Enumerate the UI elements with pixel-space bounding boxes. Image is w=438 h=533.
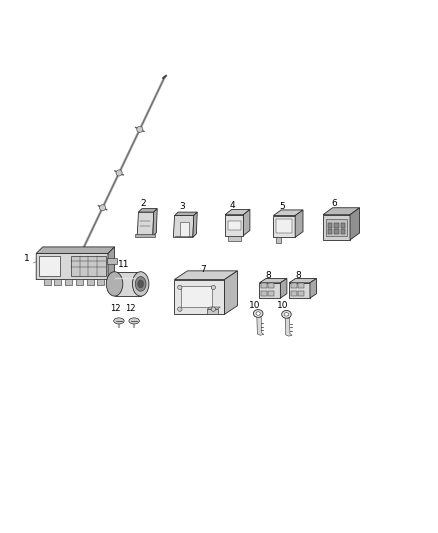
Bar xyxy=(341,223,345,228)
Polygon shape xyxy=(228,236,241,241)
Polygon shape xyxy=(115,272,141,296)
Bar xyxy=(76,279,83,285)
Text: 4: 4 xyxy=(229,201,235,210)
Bar xyxy=(54,279,61,285)
Bar xyxy=(97,279,104,285)
Polygon shape xyxy=(276,219,292,233)
Polygon shape xyxy=(325,219,347,236)
Ellipse shape xyxy=(284,313,289,316)
Polygon shape xyxy=(207,307,220,309)
Bar xyxy=(291,283,297,288)
Polygon shape xyxy=(323,215,350,240)
Circle shape xyxy=(137,126,143,133)
Ellipse shape xyxy=(129,318,139,324)
Text: 8: 8 xyxy=(266,271,272,280)
Ellipse shape xyxy=(253,310,263,318)
Polygon shape xyxy=(181,286,212,306)
Polygon shape xyxy=(273,215,295,237)
Polygon shape xyxy=(207,309,218,314)
Text: 3: 3 xyxy=(179,201,185,211)
Text: 1: 1 xyxy=(24,254,29,263)
Bar xyxy=(334,223,339,228)
Text: 2: 2 xyxy=(140,199,146,207)
Polygon shape xyxy=(107,258,117,264)
Polygon shape xyxy=(289,278,317,283)
Text: 12: 12 xyxy=(125,304,136,313)
Text: 6: 6 xyxy=(332,199,337,208)
Polygon shape xyxy=(257,318,264,335)
Bar xyxy=(328,229,332,235)
Ellipse shape xyxy=(138,280,144,288)
Ellipse shape xyxy=(114,318,124,324)
Bar xyxy=(261,291,267,296)
Polygon shape xyxy=(310,278,317,298)
Polygon shape xyxy=(259,278,287,283)
Polygon shape xyxy=(39,256,60,276)
Ellipse shape xyxy=(256,312,260,315)
Bar xyxy=(298,283,304,288)
Text: 7: 7 xyxy=(200,265,206,274)
Polygon shape xyxy=(289,283,310,298)
Polygon shape xyxy=(137,212,154,236)
Text: 10: 10 xyxy=(249,301,261,310)
Circle shape xyxy=(211,285,215,289)
Polygon shape xyxy=(193,212,197,237)
Polygon shape xyxy=(295,210,303,237)
Text: 10: 10 xyxy=(277,301,289,310)
Circle shape xyxy=(116,170,122,176)
Polygon shape xyxy=(36,247,115,254)
Ellipse shape xyxy=(132,272,149,296)
Polygon shape xyxy=(225,215,244,236)
Ellipse shape xyxy=(282,310,291,318)
Circle shape xyxy=(178,307,182,311)
Circle shape xyxy=(99,205,106,211)
Polygon shape xyxy=(175,212,197,215)
Text: 8: 8 xyxy=(295,271,301,280)
Polygon shape xyxy=(180,222,188,237)
Bar xyxy=(341,229,345,235)
Polygon shape xyxy=(228,221,241,230)
Polygon shape xyxy=(138,208,157,212)
Bar xyxy=(268,291,274,296)
Text: 12: 12 xyxy=(110,304,120,313)
Polygon shape xyxy=(285,318,292,336)
Polygon shape xyxy=(71,256,106,276)
Bar xyxy=(87,279,94,285)
Bar xyxy=(328,223,332,228)
Bar xyxy=(65,279,72,285)
Polygon shape xyxy=(276,237,281,243)
Bar xyxy=(298,291,304,296)
Bar xyxy=(291,291,297,296)
Polygon shape xyxy=(244,209,250,236)
Polygon shape xyxy=(36,254,110,279)
Polygon shape xyxy=(273,210,303,215)
Polygon shape xyxy=(135,234,155,237)
Circle shape xyxy=(211,307,215,311)
Bar xyxy=(261,283,267,288)
Polygon shape xyxy=(173,215,194,237)
Polygon shape xyxy=(153,208,157,236)
Circle shape xyxy=(178,285,182,289)
Polygon shape xyxy=(259,283,280,298)
Polygon shape xyxy=(108,247,115,279)
Text: 5: 5 xyxy=(279,202,285,211)
Polygon shape xyxy=(224,271,237,314)
Bar xyxy=(44,279,50,285)
Ellipse shape xyxy=(106,272,123,296)
Polygon shape xyxy=(323,208,360,215)
Ellipse shape xyxy=(135,277,146,291)
Polygon shape xyxy=(225,209,250,215)
Text: 11: 11 xyxy=(118,260,130,269)
Polygon shape xyxy=(174,271,237,279)
Polygon shape xyxy=(280,278,287,298)
Bar xyxy=(334,229,339,235)
Polygon shape xyxy=(174,279,224,314)
Bar xyxy=(268,283,274,288)
Polygon shape xyxy=(350,208,360,240)
